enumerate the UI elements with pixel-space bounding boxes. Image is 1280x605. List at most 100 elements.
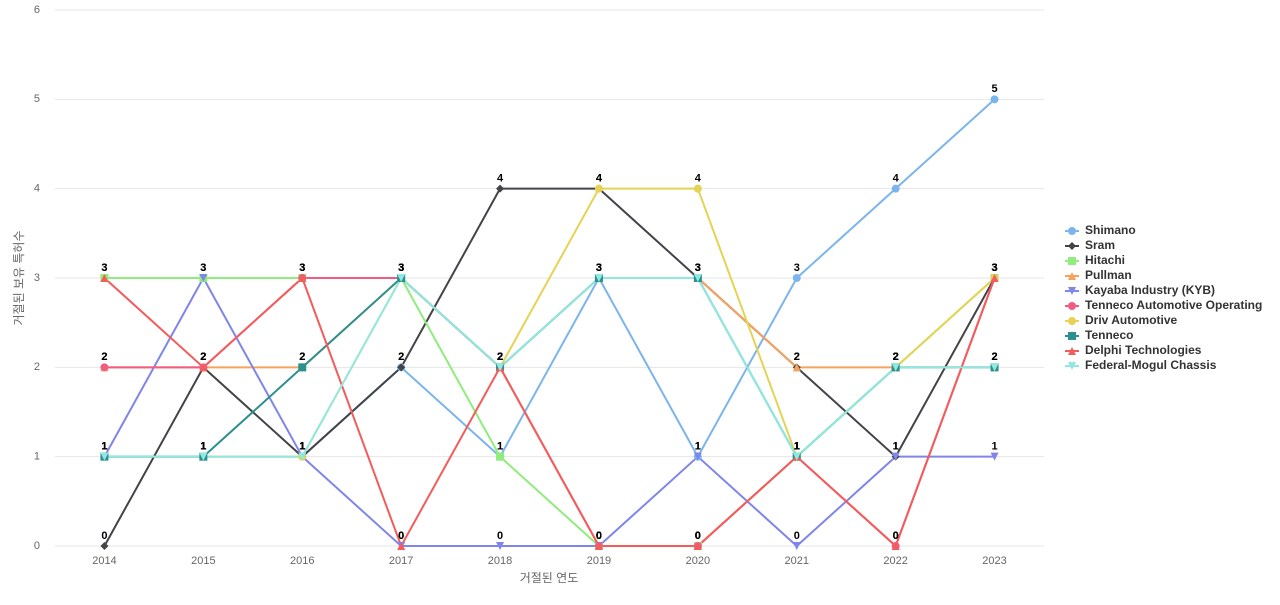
data-label: 3 (200, 262, 206, 274)
legend-marker (1068, 272, 1076, 280)
data-label: 2 (991, 351, 997, 363)
data-label: 0 (695, 530, 701, 542)
x-tick-label: 2017 (389, 555, 413, 567)
data-label: 4 (497, 173, 504, 185)
data-point (199, 274, 208, 282)
data-label: 2 (398, 351, 404, 363)
data-point (496, 452, 505, 461)
data-label: 1 (101, 441, 107, 453)
data-label: 1 (794, 441, 800, 453)
data-label: 1 (794, 441, 800, 453)
legend-item[interactable]: Federal-Mogul Chassis (1065, 358, 1217, 372)
data-label: 0 (101, 530, 107, 542)
data-point (199, 363, 208, 372)
legend-marker (1068, 287, 1076, 295)
data-point (792, 452, 801, 461)
data-label: 3 (991, 262, 997, 274)
legend-label: Pullman (1085, 268, 1132, 282)
legend-item[interactable]: Pullman (1065, 268, 1132, 282)
data-label: 5 (991, 83, 997, 95)
data-label: 3 (991, 262, 997, 274)
data-label: 4 (893, 173, 900, 185)
data-label: 3 (398, 262, 404, 274)
data-label: 1 (893, 441, 899, 453)
x-tick-label: 2021 (785, 555, 809, 567)
data-point (891, 452, 900, 461)
data-point (891, 184, 900, 193)
data-label: 4 (596, 173, 603, 185)
data-label: 2 (497, 351, 503, 363)
data-label: 3 (596, 262, 602, 274)
data-label: 2 (893, 351, 899, 363)
data-label: 0 (398, 530, 404, 542)
series-line (104, 276, 995, 459)
legend-item[interactable]: Tenneco Automotive Operating (1065, 298, 1262, 312)
data-label: 1 (794, 441, 800, 453)
legend-item[interactable]: Sram (1065, 238, 1115, 252)
data-label: 2 (101, 351, 107, 363)
x-axis-title: 거절된 연도 (520, 571, 579, 585)
data-label: 2 (200, 351, 206, 363)
data-label: 1 (695, 441, 701, 453)
legend-marker (1068, 332, 1076, 340)
legend-item[interactable]: Kayaba Industry (KYB) (1065, 283, 1215, 297)
data-label: 3 (794, 262, 800, 274)
data-label: 2 (893, 351, 899, 363)
data-label: 3 (596, 262, 602, 274)
legend-marker (1068, 362, 1076, 370)
data-label: 0 (695, 530, 701, 542)
data-label: 3 (695, 262, 701, 274)
data-point (594, 542, 603, 550)
data-point (496, 363, 505, 372)
data-label: 1 (101, 441, 107, 453)
data-point (990, 274, 999, 282)
data-label: 0 (596, 530, 602, 542)
data-label: 1 (299, 441, 305, 453)
data-label: 1 (200, 441, 206, 453)
data-label: 1 (299, 441, 305, 453)
data-point (298, 274, 307, 282)
data-point (891, 542, 900, 550)
data-point (990, 95, 999, 104)
data-label: 1 (794, 441, 800, 453)
legend-item[interactable]: Hitachi (1065, 253, 1125, 267)
x-tick-label: 2015 (191, 555, 215, 567)
data-label: 3 (596, 262, 602, 274)
data-label: 2 (991, 351, 997, 363)
legend-label: Kayaba Industry (KYB) (1085, 283, 1215, 297)
data-label: 3 (695, 262, 701, 274)
x-tick-label: 2022 (883, 555, 907, 567)
legend-item[interactable]: Tenneco (1065, 328, 1133, 342)
data-point (298, 452, 307, 461)
data-label: 0 (398, 530, 404, 542)
data-label: 3 (299, 262, 305, 274)
series-line (103, 276, 996, 549)
data-point (397, 542, 406, 550)
data-point (496, 184, 505, 193)
data-point (298, 363, 307, 372)
y-tick-label: 6 (34, 4, 40, 16)
legend-item[interactable]: Driv Automotive (1065, 313, 1178, 327)
data-label: 3 (695, 262, 701, 274)
data-point (100, 452, 109, 461)
legend-label: Hitachi (1085, 253, 1125, 267)
data-label: 0 (596, 530, 602, 542)
data-label: 0 (893, 530, 899, 542)
legend-label: Delphi Technologies (1085, 343, 1202, 357)
data-label: 2 (200, 351, 206, 363)
data-label: 3 (398, 262, 404, 274)
data-point (693, 452, 702, 461)
data-label: 1 (200, 441, 206, 453)
data-point (199, 452, 208, 461)
data-label: 1 (101, 441, 107, 453)
data-label: 1 (101, 441, 107, 453)
legend-marker (1068, 242, 1076, 250)
data-point (792, 363, 801, 372)
legend-item[interactable]: Delphi Technologies (1065, 343, 1202, 357)
y-tick-label: 1 (34, 451, 40, 463)
x-tick-label: 2019 (587, 555, 611, 567)
legend-label: Shimano (1085, 223, 1136, 237)
legend-item[interactable]: Shimano (1065, 223, 1136, 237)
data-label: 2 (398, 351, 404, 363)
